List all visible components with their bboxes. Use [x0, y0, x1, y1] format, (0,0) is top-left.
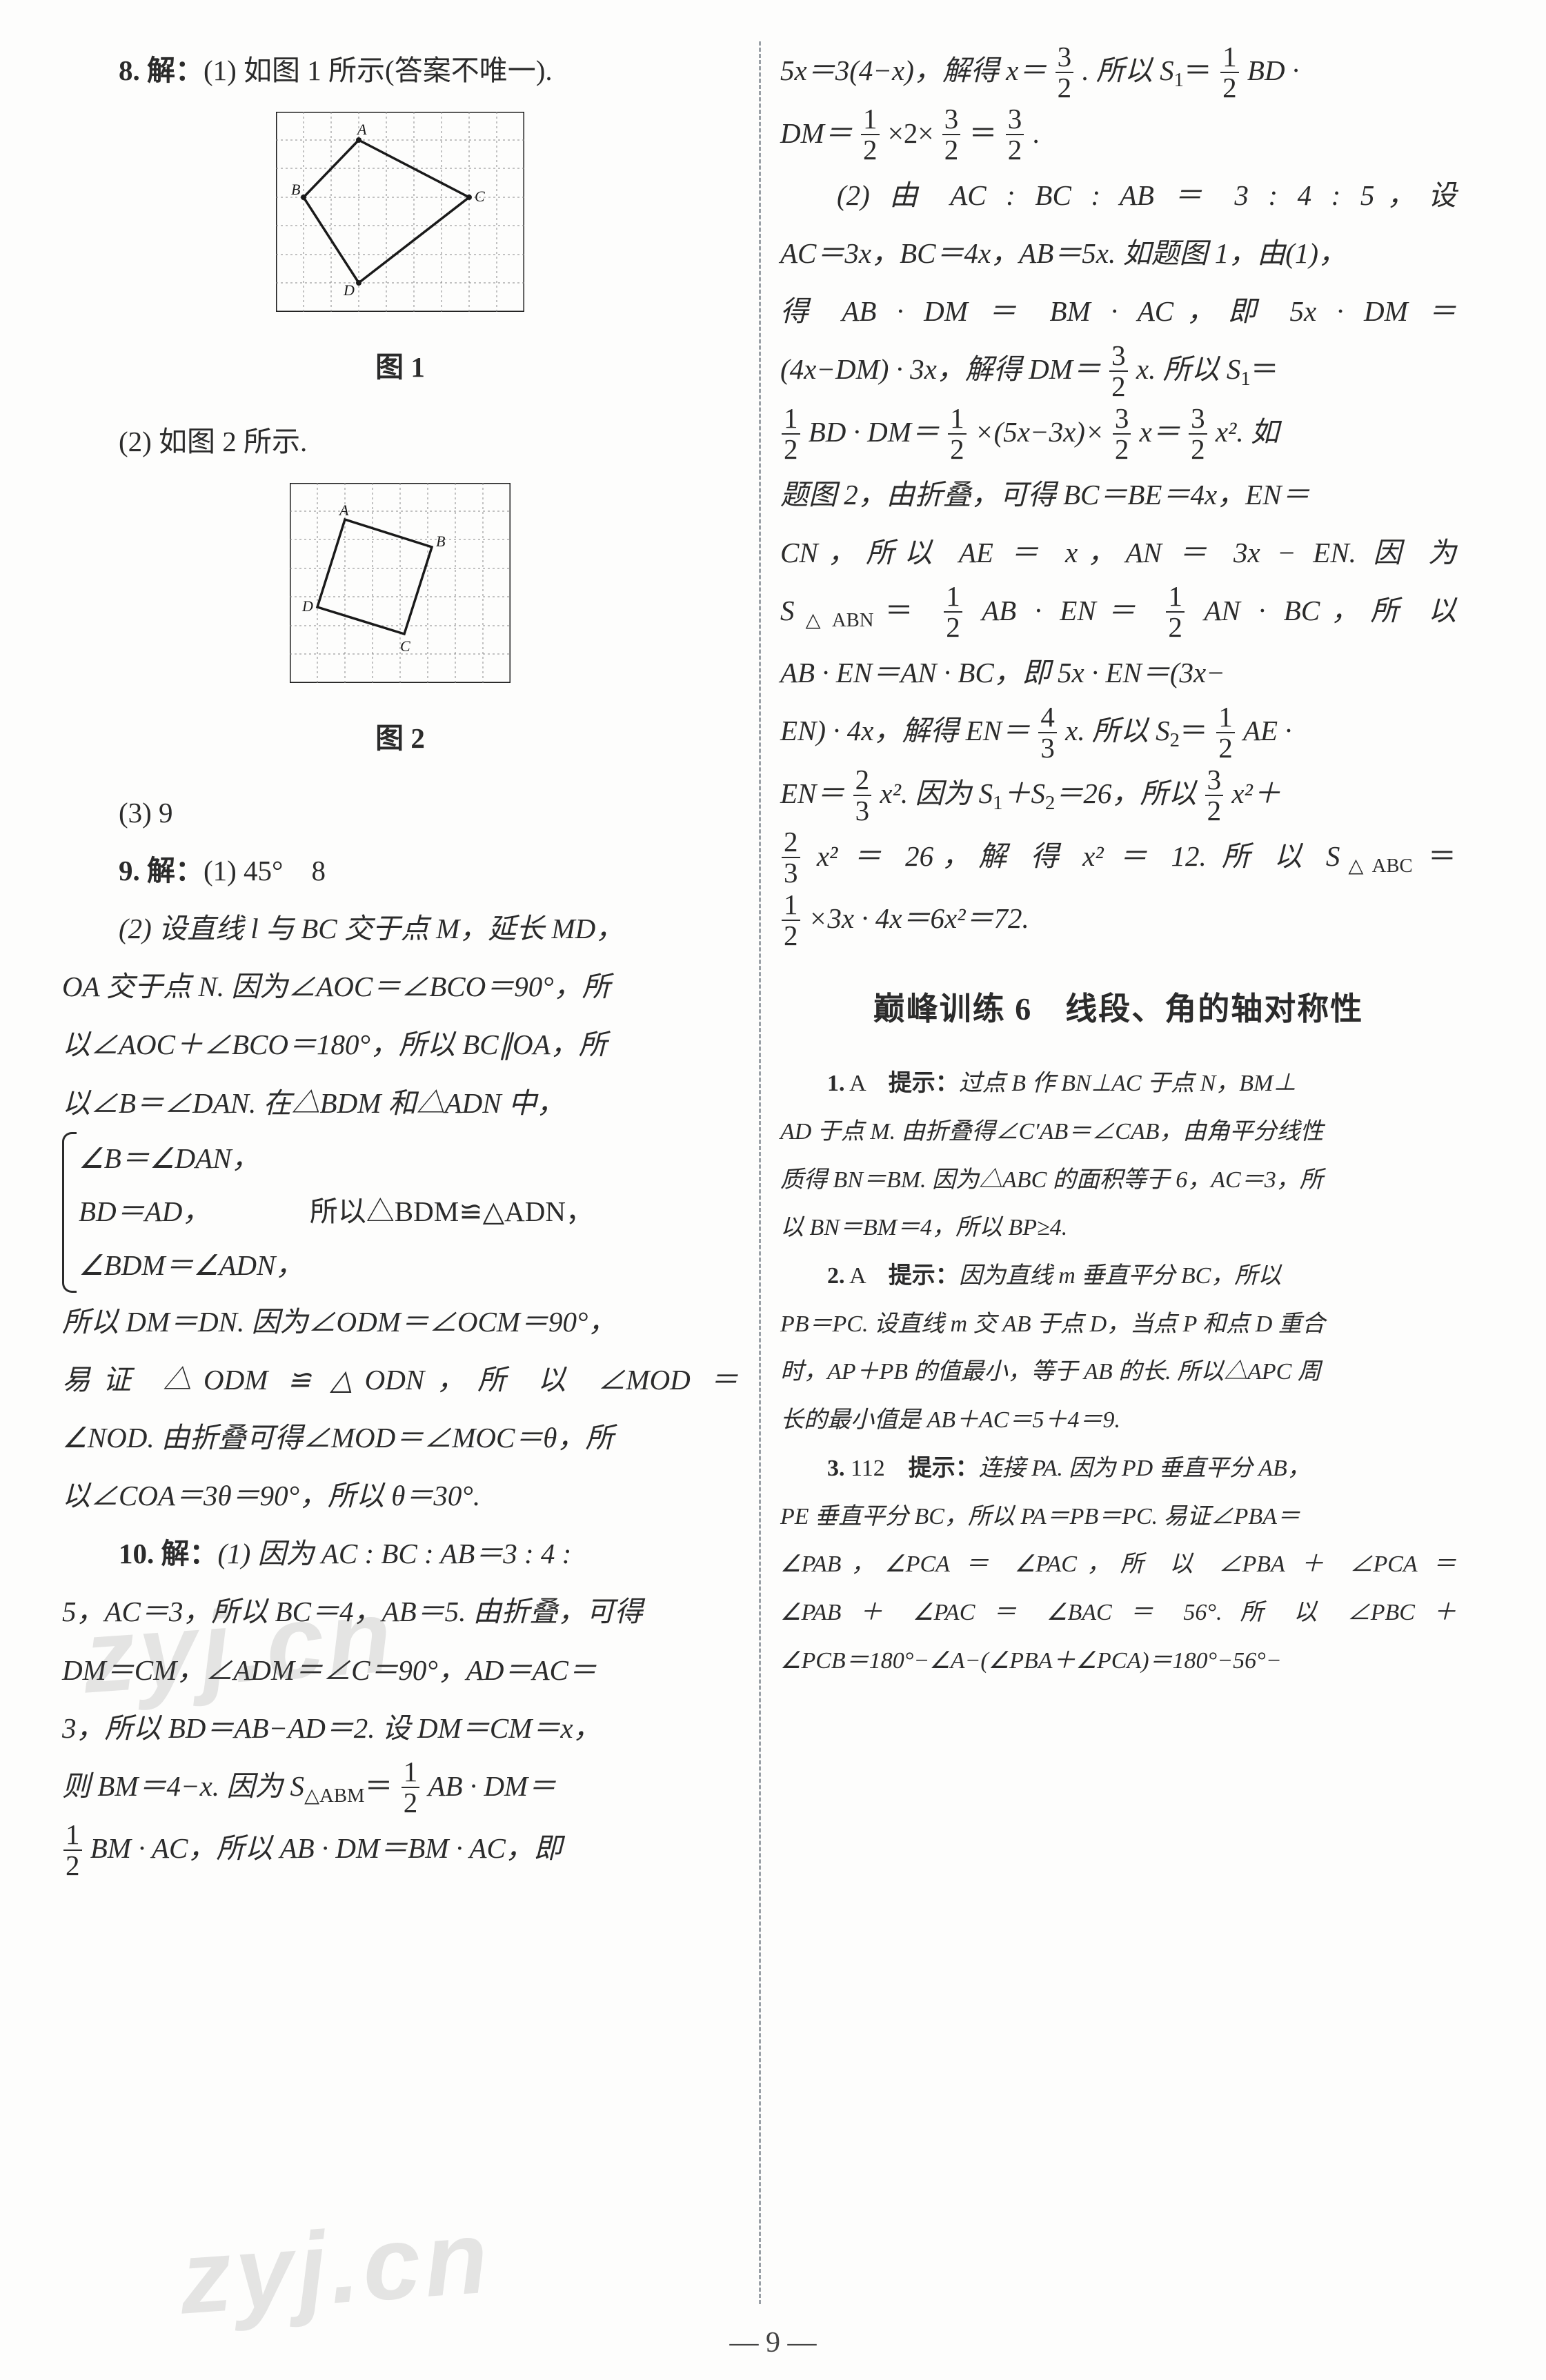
- r9: CN，所以 AE ＝ x，AN ＝ 3x − EN. 因 为: [780, 524, 1456, 582]
- h1-l2: AD 于点 M. 由折叠得∠C′AB＝∠CAB，由角平分线性: [780, 1108, 1456, 1156]
- p10-l1: 10. 解：(1) 因为 AC : BC : AB＝3 : 4 :: [62, 1525, 738, 1583]
- p10-l6: 12 BM · AC，所以 AB · DM＝BM · AC，即: [62, 1819, 738, 1882]
- p9-l8: 以∠B＝∠DAN. 在△BDM 和△ADN 中，: [62, 1074, 738, 1132]
- fig2-svg: A B C D: [290, 483, 511, 683]
- svg-text:A: A: [356, 121, 367, 138]
- svg-text:A: A: [338, 502, 349, 519]
- page-number: — 9 —: [0, 2326, 1546, 2359]
- fig2-caption: 图 2: [62, 709, 738, 767]
- r8: 题图 2，由折叠，可得 BC＝BE＝4x，EN＝: [780, 466, 1456, 524]
- h3-l3: ∠PAB，∠PCA ＝ ∠PAC，所 以 ∠PBA ＋ ∠PCA ＝: [780, 1540, 1456, 1589]
- p9-l5: (2) 设直线 l 与 BC 交于点 M，延长 MD，: [62, 900, 738, 958]
- h3-l2: PE 垂直平分 BC，所以 PA＝PB＝PC. 易证∠PBA＝: [780, 1493, 1456, 1541]
- h2-l2: PB＝PC. 设直线 m 交 AB 于点 D，当点 P 和点 D 重合: [780, 1300, 1456, 1349]
- p10-l3: DM＝CM，∠ADM＝∠C＝90°，AD＝AC＝: [62, 1641, 738, 1699]
- fig1-svg: A B C D: [276, 112, 524, 312]
- case-3: ∠BDM＝∠ADN，: [79, 1239, 594, 1293]
- r13: EN＝ 23 x². 因为 S1＋S2＝26，所以 32 x²＋: [780, 764, 1456, 827]
- cases-brace: ∠B＝∠DAN， BD＝AD， 所以△BDM≌△ADN， ∠BDM＝∠ADN，: [62, 1132, 594, 1293]
- h1-l1: 1. A 提示：过点 B 作 BN⊥AC 于点 N，BM⊥: [780, 1060, 1456, 1108]
- p9-text: (1) 45° 8: [204, 855, 326, 886]
- p8-line2: (2) 如图 2 所示.: [62, 413, 738, 470]
- r14: 23 x² ＝ 26，解 得 x² ＝ 12. 所 以 S△ABC ＝: [780, 827, 1456, 890]
- h3-l4: ∠PAB ＋ ∠PAC ＝ ∠BAC ＝ 56°. 所 以 ∠PBC ＋: [780, 1589, 1456, 1637]
- r12: EN) · 4x，解得 EN＝ 43 x. 所以 S2＝ 12 AE ·: [780, 702, 1456, 764]
- figure-2: A B C D: [62, 483, 738, 702]
- p9-l10: 易证 △ODM ≌ △ODN，所 以 ∠MOD ＝: [62, 1351, 738, 1409]
- num-8: 8. 解：: [119, 54, 204, 86]
- left-column: 8. 解：(1) 如图 1 所示(答案不唯一). A B C D: [62, 41, 752, 2304]
- columns: 8. 解：(1) 如图 1 所示(答案不唯一). A B C D: [62, 41, 1484, 2304]
- num-10: 10. 解：: [119, 1538, 218, 1569]
- r2: DM＝ 12 ×2× 32 ＝ 32 .: [780, 104, 1456, 167]
- r7: 12 BD · DM＝ 12 ×(5x−3x)× 32 x＝ 32 x². 如: [780, 403, 1456, 466]
- svg-text:D: D: [301, 597, 313, 615]
- h2-l3: 时，AP＋PB 的值最小，等于 AB 的长. 所以△APC 周: [780, 1348, 1456, 1396]
- h1-l4: 以 BN＝BM＝4，所以 BP≥4.: [780, 1204, 1456, 1252]
- r3: (2) 由 AC : BC : AB ＝ 3 : 4 : 5，设: [780, 166, 1456, 224]
- p10-l2: 5，AC＝3，所以 BC＝4，AB＝5. 由折叠，可得: [62, 1583, 738, 1640]
- p10-l4: 3，所以 BD＝AB−AD＝2. 设 DM＝CM＝x，: [62, 1699, 738, 1757]
- p9-l12: 以∠COA＝3θ＝90°，所以 θ＝30°.: [62, 1467, 738, 1525]
- p9-l11: ∠NOD. 由折叠可得∠MOD＝∠MOC＝θ，所: [62, 1409, 738, 1467]
- p9-l9: 所以 DM＝DN. 因为∠ODM＝∠OCM＝90°，: [62, 1293, 738, 1351]
- h3-l5: ∠PCB＝180°−∠A−(∠PBA＋∠PCA)＝180°−56°−: [780, 1637, 1456, 1685]
- r6: (4x−DM) · 3x，解得 DM＝ 32 x. 所以 S1＝: [780, 340, 1456, 403]
- right-column: 5x＝3(4−x)，解得 x＝ 32 . 所以 S1＝ 12 BD · DM＝ …: [766, 41, 1456, 2304]
- fig2-square: [317, 519, 432, 634]
- frac-half-1: 12: [402, 1757, 420, 1818]
- p8-line3: (3) 9: [62, 784, 738, 842]
- p8-line1: 8. 解：(1) 如图 1 所示(答案不唯一).: [62, 41, 738, 99]
- r15: 12 ×3x · 4x＝6x²＝72.: [780, 889, 1456, 952]
- h2-l4: 长的最小值是 AB＋AC＝5＋4＝9.: [780, 1396, 1456, 1445]
- svg-text:B: B: [291, 181, 300, 198]
- p8-text: (1) 如图 1 所示(答案不唯一).: [204, 54, 553, 86]
- r5: 得 AB · DM ＝ BM · AC，即 5x · DM ＝: [780, 282, 1456, 340]
- svg-text:C: C: [475, 188, 485, 205]
- h3-l1: 3. 112 提示：连接 PA. 因为 PD 垂直平分 AB，: [780, 1445, 1456, 1493]
- num-9: 9. 解：: [119, 855, 204, 886]
- h2-l1: 2. A 提示：因为直线 m 垂直平分 BC，所以: [780, 1252, 1456, 1300]
- h1-l3: 质得 BN＝BM. 因为△ABC 的面积等于 6，AC＝3，所: [780, 1156, 1456, 1204]
- p9-l6: OA 交于点 N. 因为∠AOC＝∠BCO＝90°，所: [62, 958, 738, 1015]
- r10: S△ABN＝ 12 AB · EN＝ 12 AN · BC，所 以: [780, 582, 1456, 644]
- frac-half-2: 12: [63, 1820, 82, 1881]
- column-divider: [752, 41, 766, 2304]
- case-2: BD＝AD， 所以△BDM≌△ADN，: [79, 1185, 594, 1239]
- r4: AC＝3x，BC＝4x，AB＝5x. 如题图 1，由(1)，: [780, 224, 1456, 282]
- fig1-caption: 图 1: [62, 338, 738, 396]
- p10-l5: 则 BM＝4−x. 因为 S△ABM＝ 12 AB · DM＝: [62, 1757, 738, 1820]
- section-title: 巅峰训练 6 线段、角的轴对称性: [780, 977, 1456, 1042]
- page: 8. 解：(1) 如图 1 所示(答案不唯一). A B C D: [0, 0, 1546, 2380]
- p9-cases: ∠B＝∠DAN， BD＝AD， 所以△BDM≌△ADN， ∠BDM＝∠ADN，: [62, 1132, 738, 1293]
- p9-line1: 9. 解：(1) 45° 8: [62, 842, 738, 900]
- case-1: ∠B＝∠DAN，: [79, 1132, 594, 1186]
- r1: 5x＝3(4−x)，解得 x＝ 32 . 所以 S1＝ 12 BD ·: [780, 41, 1456, 104]
- svg-text:C: C: [400, 637, 410, 655]
- p10-text: (1) 因为 AC : BC : AB＝3 : 4 :: [218, 1538, 572, 1569]
- r11: AB · EN＝AN · BC，即 5x · EN＝(3x−: [780, 644, 1456, 702]
- svg-text:D: D: [343, 281, 355, 299]
- p9-l7: 以∠AOC＋∠BCO＝180°，所以 BC∥OA，所: [62, 1015, 738, 1073]
- figure-1: A B C D: [62, 112, 738, 331]
- svg-text:B: B: [436, 533, 445, 550]
